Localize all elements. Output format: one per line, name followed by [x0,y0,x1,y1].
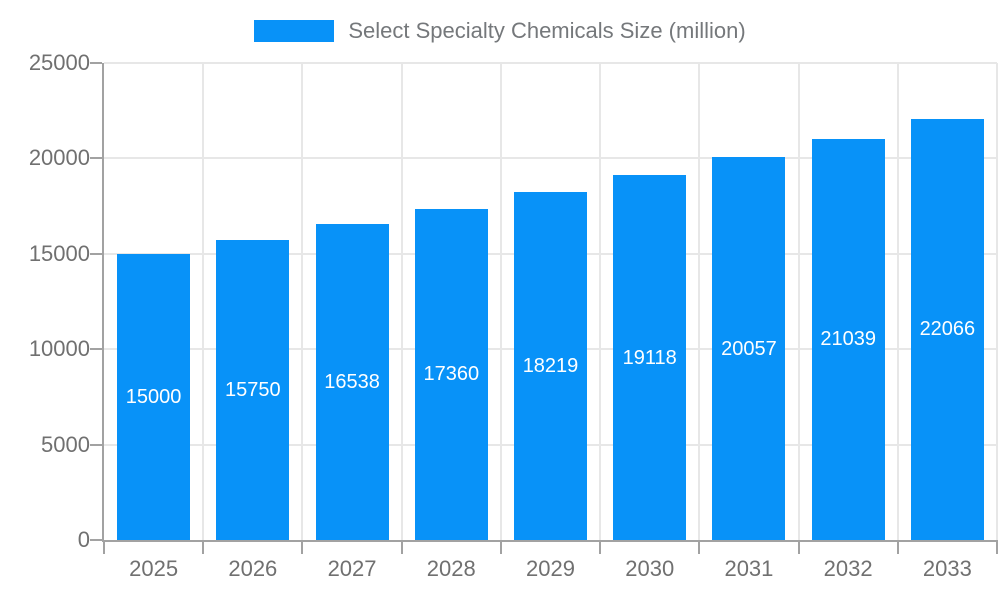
y-axis-tick-label: 0 [77,527,90,552]
x-axis-tick [996,540,998,554]
bar-value-label: 16538 [324,371,380,394]
x-axis-tick [499,540,502,554]
bar-2030[interactable] [613,175,687,540]
x-axis-tick [896,540,899,554]
bar-value-label: 15750 [225,378,281,401]
x-axis-tick [797,540,800,554]
x-axis-category-label: 2026 [228,556,278,581]
x-axis-category-label: 2032 [823,556,873,581]
x-axis-tick [599,540,602,554]
legend-label: Select Specialty Chemicals Size (million… [348,18,746,43]
y-axis-tick-label: 20000 [28,145,90,171]
bar-value-label: 20057 [721,337,777,360]
x-axis-category-label: 2027 [327,556,377,581]
x-axis-category-label: 2025 [129,556,179,581]
x-axis-category-label: 2028 [426,556,476,581]
bar-value-label: 18219 [522,355,579,378]
y-axis-tick [90,252,102,255]
bar-2032[interactable] [811,138,885,540]
x-gridline [797,63,800,540]
y-axis-tick [90,157,102,160]
legend[interactable]: Select Specialty Chemicals Size (million… [0,18,1000,44]
bar-2025[interactable] [117,253,191,540]
bar-2026[interactable] [216,239,290,540]
x-gridline [896,63,899,540]
x-axis-category-label: 2033 [922,556,972,581]
y-axis-tick [90,62,102,64]
x-axis-tick [301,540,304,554]
x-axis-tick [400,540,403,554]
bar-2028[interactable] [414,208,488,540]
x-gridline [202,63,205,540]
y-axis-tick-label: 15000 [28,240,90,266]
x-gridline [996,63,998,540]
x-gridline [599,63,602,540]
x-axis-tick [202,540,205,554]
bar-value-label: 19118 [622,346,677,369]
bar-value-label: 15000 [125,385,182,408]
x-gridline [400,63,403,540]
y-axis-tick-label: 10000 [28,336,90,362]
x-gridline [698,63,701,540]
y-axis-tick [90,539,102,541]
bar-2029[interactable] [514,192,587,540]
x-axis-tick [698,540,701,554]
x-axis-category-label: 2029 [526,556,575,581]
y-axis-tick [90,443,102,446]
y-gridline [104,62,997,64]
bar-value-label: 21039 [820,328,876,351]
y-axis-tick [90,348,102,351]
x-gridline [301,63,304,540]
y-axis-tick-label: 25000 [28,50,90,75]
bar-2027[interactable] [315,224,389,540]
bar-value-label: 22066 [919,318,976,341]
bar-value-label: 17360 [423,363,480,386]
x-axis-category-label: 2030 [625,556,675,581]
bar-2031[interactable] [712,157,786,540]
x-axis-tick [103,540,105,554]
legend-swatch [254,20,335,42]
y-axis-tick-label: 5000 [41,431,90,457]
plot-area: 0 5000 10000 15000 20000 25000 15000 2025 15750 2… [29,50,998,581]
x-gridline [499,63,502,540]
y-gridline [104,157,997,160]
x-axis-category-label: 2031 [724,556,774,581]
bar-2033[interactable] [910,118,984,540]
